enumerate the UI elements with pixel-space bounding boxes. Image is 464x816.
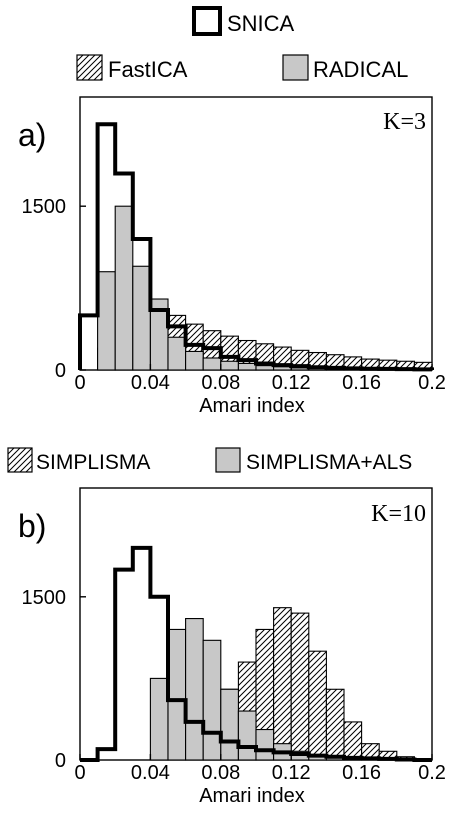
x-tick-label: 0.12 <box>272 762 311 784</box>
legend-swatch-hatched <box>76 54 103 81</box>
histogram-bar <box>237 710 257 761</box>
k-annotation: K=3 <box>383 109 426 135</box>
histogram-step-outline <box>78 122 434 372</box>
x-tick-label: 0.12 <box>272 372 311 394</box>
legend-label-simplisma: SIMPLISMA <box>36 451 150 474</box>
panel-label: b) <box>18 508 46 544</box>
histogram-bar <box>290 612 310 761</box>
legend-label-snica: SNICA <box>227 11 295 36</box>
x-axis-title: Amari index <box>199 395 305 417</box>
histogram-bar <box>343 721 363 761</box>
panel-label: a) <box>18 117 46 153</box>
x-tick-label: 0.16 <box>342 372 381 394</box>
histogram-bar <box>132 265 151 371</box>
y-tick-label: 1500 <box>22 196 67 218</box>
legend-swatch-hatched <box>7 447 33 473</box>
legend-label-radical: RADICAL <box>313 57 408 82</box>
histogram-step-outline <box>80 545 432 762</box>
histogram-bar <box>255 365 275 371</box>
legend-top: SNICA FastICA RADICAL <box>76 6 408 82</box>
histogram-bar <box>237 362 257 371</box>
histogram-bar <box>167 336 187 371</box>
histogram-bar <box>185 618 204 761</box>
y-tick-label: 1500 <box>22 587 67 609</box>
histogram-bar <box>97 271 116 371</box>
series-snica <box>78 122 434 372</box>
series-snica <box>80 545 432 762</box>
histogram-bar <box>273 607 292 761</box>
legend-item-radical: RADICAL <box>282 54 408 82</box>
legend-label-fastica: FastICA <box>108 57 188 82</box>
x-tick-label: 0.16 <box>342 762 381 784</box>
x-tick-label: 0.04 <box>131 372 170 394</box>
histogram-bar <box>185 350 204 371</box>
histogram-bar <box>114 205 134 371</box>
histogram-bar <box>167 628 187 761</box>
histogram-bar <box>273 366 292 371</box>
legend-swatch-outline <box>192 6 222 36</box>
histogram-bar <box>202 639 222 761</box>
histogram-bar <box>325 688 345 761</box>
histogram-bar <box>308 650 327 761</box>
histogram-bar <box>220 688 239 761</box>
histogram-bar <box>255 728 275 761</box>
legend-label-simplisma-als: SIMPLISMA+ALS <box>246 451 412 474</box>
panel-a: 0 0.04 0.08 0.12 0.16 0.2 0 1500 Amari index a) K=… <box>18 96 446 417</box>
legend-swatch-gray <box>215 447 241 473</box>
k-annotation: K=10 <box>371 501 426 527</box>
legend-item-snica: SNICA <box>192 6 295 36</box>
x-tick-label: 0.2 <box>418 372 446 394</box>
histogram-bar <box>149 677 169 761</box>
legend-middle: SIMPLISMA SIMPLISMA+ALS <box>7 447 412 474</box>
x-tick-label: 0 <box>74 762 85 784</box>
x-tick-label: 0.08 <box>201 372 240 394</box>
legend-item-simplisma: SIMPLISMA <box>7 447 150 474</box>
x-tick-label: 0 <box>74 372 85 394</box>
x-tick-label: 0.04 <box>131 762 170 784</box>
x-tick-label: 0.08 <box>201 762 240 784</box>
histogram-bar <box>202 357 222 371</box>
legend-item-fastica: FastICA <box>76 54 188 82</box>
x-tick-label: 0.2 <box>418 762 446 784</box>
x-axis-title: Amari index <box>199 785 305 807</box>
histogram-bar <box>220 360 239 371</box>
panel-b: 0 0.04 0.08 0.12 0.16 0.2 0 1500 Amari index b) K=… <box>18 487 446 807</box>
legend-item-simplisma-als: SIMPLISMA+ALS <box>215 447 412 474</box>
histogram-bar <box>149 298 169 371</box>
y-tick-label: 0 <box>55 750 66 772</box>
y-tick-label: 0 <box>55 360 66 382</box>
legend-swatch-gray <box>282 54 309 81</box>
